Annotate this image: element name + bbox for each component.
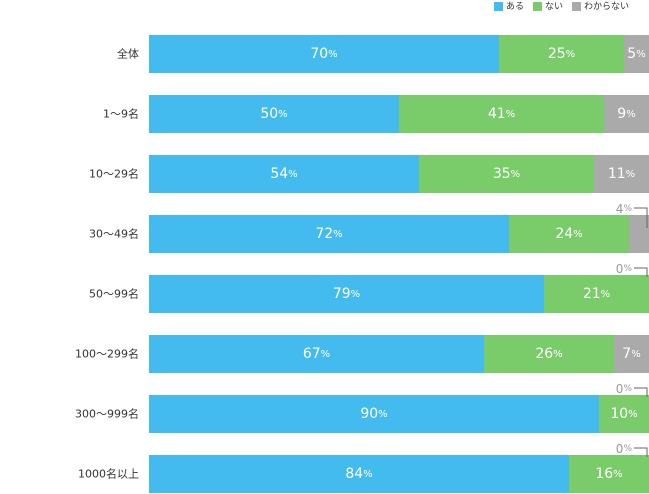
bar-segment [149, 35, 499, 73]
bar-segment [569, 455, 649, 493]
category-label: 全体 [117, 47, 139, 61]
bar-segment [149, 335, 484, 373]
value-label-outside: 4% [616, 202, 633, 216]
bar-segment [614, 335, 649, 373]
value-label: 25% [548, 46, 575, 62]
value-label-outside: 0% [616, 262, 633, 276]
value-label: 70% [310, 46, 337, 62]
bar-segment [149, 395, 599, 433]
bar-segment [149, 275, 544, 313]
bar-segment [509, 215, 629, 253]
legend: ある ない わからない [494, 1, 629, 12]
value-label: 54% [270, 166, 297, 182]
legend-swatch-1 [533, 2, 542, 11]
value-label: 7% [622, 346, 640, 362]
leader-line [634, 267, 648, 277]
value-label: 35% [493, 166, 520, 182]
legend-label-1: ない [545, 1, 563, 12]
value-label: 24% [555, 226, 582, 242]
legend-label-2: わからない [584, 1, 629, 12]
category-label: 10〜29名 [89, 167, 139, 181]
value-label: 5% [627, 46, 645, 62]
bar-segment [624, 35, 649, 73]
bar-segment [594, 155, 649, 193]
category-label: 1〜9名 [103, 107, 139, 121]
value-label: 41% [488, 106, 515, 122]
category-label: 1000名以上 [78, 467, 139, 481]
bar-segment [484, 335, 614, 373]
bar-segment [419, 155, 594, 193]
value-label: 16% [595, 466, 622, 482]
bar-segment [629, 215, 649, 253]
bar-segment [604, 95, 649, 133]
category-label: 300〜999名 [75, 407, 139, 421]
value-labels: 70% 25% 5% 50% 41% 9% 54% 35% 11% 72% 24% 4% 79% 21% 0… [260, 46, 648, 482]
leader-line [634, 447, 648, 457]
legend-swatch-0 [494, 2, 503, 11]
bar-segment [499, 35, 624, 73]
value-label-outside: 0% [616, 442, 633, 456]
value-label: 90% [360, 406, 387, 422]
value-label: 21% [583, 286, 610, 302]
value-label: 84% [345, 466, 372, 482]
category-labels: 全体 1〜9名 10〜29名 30〜49名 50〜99名 100〜299名 300〜999名… [75, 47, 139, 481]
leader-line [634, 387, 648, 397]
value-label: 72% [315, 226, 342, 242]
bars [149, 35, 649, 493]
value-label: 50% [260, 106, 287, 122]
bar-segment [149, 455, 569, 493]
value-label: 11% [608, 166, 635, 182]
category-label: 100〜299名 [75, 347, 139, 361]
bar-segment [399, 95, 604, 133]
category-label: 50〜99名 [89, 287, 139, 301]
category-label: 30〜49名 [89, 227, 139, 241]
bar-segment [544, 275, 649, 313]
value-label: 79% [333, 286, 360, 302]
bar-segment [599, 395, 649, 433]
bar-segment [149, 95, 399, 133]
leader-line [634, 207, 648, 228]
value-label-outside: 0% [616, 382, 633, 396]
value-label: 26% [535, 346, 562, 362]
value-label: 9% [617, 106, 635, 122]
legend-swatch-2 [572, 2, 581, 11]
value-label: 10% [610, 406, 637, 422]
value-label: 67% [303, 346, 330, 362]
legend-label-0: ある [506, 1, 524, 12]
bar-segment [149, 215, 509, 253]
bar-segment [149, 155, 419, 193]
